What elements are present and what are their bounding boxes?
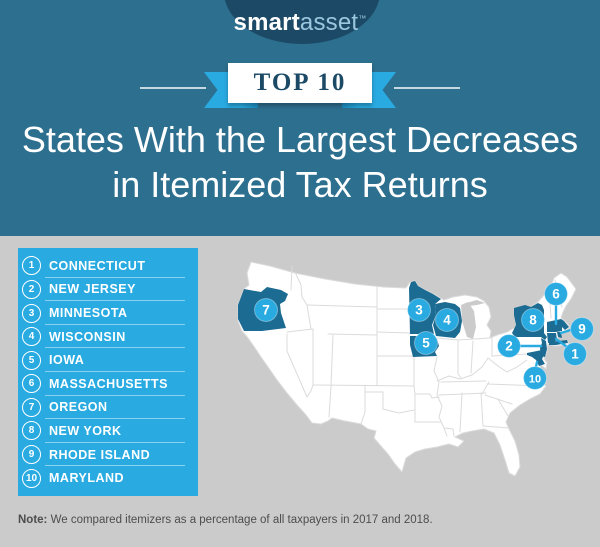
ribbon-side-line-right [394,87,460,89]
state-name-label: WISCONSIN [49,329,126,344]
map-markers: 1 2 3 45 6 7 8 9 10 [254,282,594,390]
state-massachusetts-highlight [547,319,569,332]
ribbon-side-line-left [140,87,206,89]
header: smartasset™ TOP 10 States With the Large… [0,0,600,236]
trademark-symbol: ™ [358,14,367,23]
list-item: 9 RHODE ISLAND [18,443,198,467]
svg-text:3: 3 [415,303,423,318]
svg-text:7: 7 [262,303,270,318]
state-name-label: OREGON [49,400,108,415]
us-landmass [237,261,577,477]
state-borders [286,265,563,437]
state-name-label: MINNESOTA [49,306,128,321]
rank-number-badge: 7 [22,397,41,417]
top10-ribbon: TOP 10 [228,63,372,103]
rank-number-badge: 8 [22,421,41,441]
rank-number-badge: 1 [22,256,41,276]
us-map: 1 2 3 45 6 7 8 9 10 [237,261,594,477]
brand-logo: smartasset™ [0,9,600,37]
rank-list: 1 CONNECTICUT 2 NEW JERSEY 3 MINNESOTA 4 WISCON… [18,248,198,496]
map-marker-iowa: 5 [414,331,438,355]
logo-text-asset: asset [299,9,359,36]
rank-number-badge: 10 [22,468,41,488]
list-item: 6 MASSACHUSETTS [18,372,198,396]
svg-text:1: 1 [571,347,579,362]
state-name-label: MARYLAND [49,471,125,486]
list-item: 5 IOWA [18,348,198,372]
state-name-label: CONNECTICUT [49,258,146,273]
footnote-text: We compared itemizers as a percentage of… [47,514,433,526]
list-item: 3 MINNESOTA [18,301,198,325]
state-name-label: IOWA [49,353,85,368]
rank-number-badge: 4 [22,327,41,347]
rank-number-badge: 9 [22,445,41,465]
list-item: 1 CONNECTICUT [18,254,198,278]
map-marker-new-jersey: 2 [497,334,521,358]
map-marker-new-york: 8 [521,308,545,332]
svg-text:10: 10 [529,374,541,386]
map-marker-minnesota: 3 [407,298,431,322]
list-item: 7 OREGON [18,396,198,420]
list-item: 2 NEW JERSEY [18,278,198,302]
state-maryland-highlight [527,350,545,366]
map-marker-wisconsin: 4 [435,308,459,332]
map-marker-connecticut: 1 [563,342,587,366]
rank-number-badge: 2 [22,279,41,299]
list-item: 8 NEW YORK [18,419,198,443]
lake-michigan [461,302,476,339]
svg-text:9: 9 [578,322,586,337]
map-marker-oregon: 7 [254,298,278,322]
map-marker-massachusetts: 6 [544,282,568,306]
title-line-1: States With the Largest Decreases [21,119,579,160]
footnote: Note: We compared itemizers as a percent… [18,514,433,526]
logo-text-smart: smart [233,9,300,36]
svg-text:2: 2 [505,339,513,354]
lake-huron [466,300,485,306]
svg-text:4: 4 [443,313,451,328]
state-connecticut-highlight [547,333,557,343]
state-name-label: RHODE ISLAND [49,447,151,462]
rank-number-badge: 3 [22,303,41,323]
title-line-2: in Itemized Tax Returns [112,164,488,205]
map-marker-maryland: 10 [523,366,547,390]
list-item: 10 MARYLAND [18,466,198,490]
state-name-label: NEW JERSEY [49,282,136,297]
map-marker-rhode-island: 9 [570,317,594,341]
svg-text:8: 8 [529,313,537,328]
page-title: States With the Largest Decreases in Ite… [0,117,600,207]
footnote-label: Note: [18,514,48,526]
ribbon-label: TOP 10 [253,69,347,96]
rank-number-badge: 5 [22,350,41,370]
svg-text:5: 5 [422,336,430,351]
state-name-label: NEW YORK [49,423,122,438]
rank-number-badge: 6 [22,374,41,394]
svg-text:6: 6 [552,287,560,302]
state-name-label: MASSACHUSETTS [49,376,169,391]
list-item: 4 WISCONSIN [18,325,198,349]
